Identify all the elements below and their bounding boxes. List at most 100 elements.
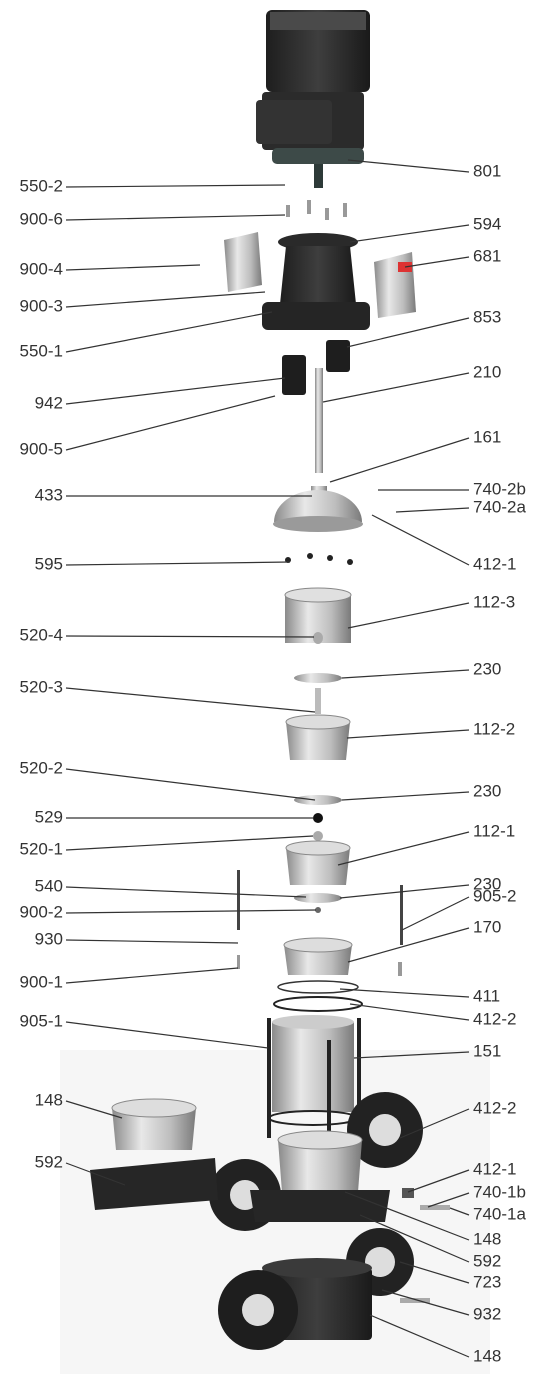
part-label: 112-3 [473, 592, 515, 611]
part-label: 740-1b [473, 1182, 526, 1201]
leader-line [65, 967, 239, 984]
leader-line [353, 1051, 470, 1059]
leader-line [404, 256, 470, 268]
leader-line [65, 311, 273, 353]
part-label: 550-2 [20, 176, 63, 195]
leader-line [329, 437, 470, 483]
leader-line [347, 602, 470, 629]
part-label: 740-2b [473, 479, 526, 498]
leader-line [65, 1021, 269, 1049]
part-label: 900-1 [20, 972, 63, 991]
leader-line [359, 1214, 470, 1263]
part-label: 433 [35, 485, 63, 504]
part-label: 594 [473, 214, 501, 233]
leader-line [65, 635, 315, 638]
leader-line [65, 939, 239, 944]
part-label: 520-3 [20, 677, 63, 696]
pump-artwork [90, 10, 450, 1350]
leader-line [427, 1192, 470, 1208]
leader-line [65, 561, 291, 566]
part-label: 550-1 [20, 341, 63, 360]
leader-line [341, 669, 470, 679]
part-label: 112-1 [473, 821, 515, 840]
part-label: 592 [473, 1251, 501, 1270]
leader-line [65, 264, 201, 271]
part-label: 529 [35, 807, 63, 826]
leader-line [347, 927, 470, 963]
leader-line [339, 884, 470, 899]
part-label: 230 [473, 874, 501, 893]
part-label: 900-6 [20, 209, 63, 228]
leader-line [347, 159, 470, 173]
leader-line [337, 831, 470, 866]
part-label: 740-1a [473, 1204, 526, 1223]
leader-line [346, 317, 470, 348]
part-label: 148 [473, 1346, 501, 1365]
part-label: 540 [35, 876, 63, 895]
part-label: 905-2 [473, 886, 516, 905]
leader-line [65, 214, 286, 221]
part-label: 210 [473, 362, 501, 381]
part-label: 161 [473, 427, 501, 446]
leader-line [322, 372, 470, 403]
leader-line [344, 1191, 470, 1241]
part-label: 801 [473, 161, 501, 180]
part-label: 900-2 [20, 902, 63, 921]
leader-line [65, 835, 314, 851]
part-label: 595 [35, 554, 63, 573]
leader-line [65, 291, 266, 308]
part-label: 151 [473, 1041, 501, 1060]
part-label: 520-4 [20, 625, 63, 644]
part-label: 592 [35, 1152, 63, 1171]
leader-line [349, 1003, 470, 1021]
leader-line [65, 395, 276, 451]
part-label: 740-2a [473, 497, 526, 516]
part-label: 905-1 [20, 1011, 63, 1030]
part-label: 412-2 [473, 1098, 516, 1117]
leader-line [65, 1100, 123, 1119]
part-label: 900-4 [20, 259, 63, 278]
part-label: 148 [35, 1090, 63, 1109]
part-label: 853 [473, 307, 501, 326]
leader-line [65, 687, 316, 713]
leader-line [369, 1314, 470, 1358]
part-label: 942 [35, 393, 63, 412]
part-label: 930 [35, 929, 63, 948]
part-label: 230 [473, 659, 501, 678]
leader-line [65, 1162, 126, 1186]
part-label: 681 [473, 246, 501, 265]
leader-line [341, 791, 470, 801]
leader-line [399, 1108, 470, 1139]
leader-line [65, 377, 286, 405]
leader-line [381, 1289, 470, 1316]
part-label: 112-2 [473, 719, 515, 738]
part-label: 520-1 [20, 839, 63, 858]
leader-line [371, 514, 470, 566]
part-label: 520-2 [20, 758, 63, 777]
leader-line [65, 886, 307, 898]
part-label: 932 [473, 1304, 501, 1323]
part-label: 412-1 [473, 1159, 516, 1178]
part-label: 412-1 [473, 554, 516, 573]
leader-line [399, 1261, 470, 1284]
leader-line [339, 988, 470, 998]
part-label: 900-5 [20, 439, 63, 458]
leader-line [346, 729, 470, 739]
part-label: 412-2 [473, 1009, 516, 1028]
leader-line [401, 896, 470, 931]
leader-line [395, 507, 470, 513]
part-label: 900-3 [20, 296, 63, 315]
part-label: 723 [473, 1272, 501, 1291]
leader-line [65, 909, 317, 914]
part-label: 148 [473, 1229, 501, 1248]
leader-line [65, 184, 286, 188]
leader-line [449, 1207, 470, 1216]
part-label: 230 [473, 781, 501, 800]
part-label: 411 [473, 986, 500, 1005]
leader-line [407, 1169, 470, 1193]
part-label: 170 [473, 917, 501, 936]
leader-line [65, 768, 316, 801]
leader-line [349, 224, 470, 243]
